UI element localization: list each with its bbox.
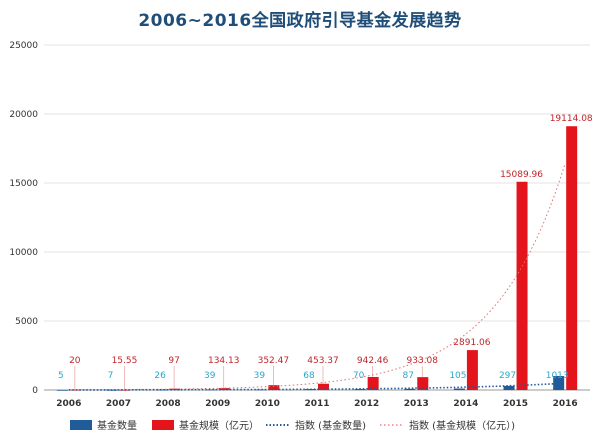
y-tick-label: 5000 <box>15 317 38 327</box>
scale-bar <box>318 383 329 390</box>
scale-bar <box>417 377 429 390</box>
scale-data-label: 352.47 <box>258 356 290 366</box>
count-bar <box>503 385 515 390</box>
scale-data-label: 15089.96 <box>500 170 543 180</box>
count-data-label: 297 <box>499 371 516 381</box>
legend-swatch-count <box>70 420 92 430</box>
scale-bar <box>466 350 478 390</box>
legend-label-scale: 基金规模（亿元） <box>179 419 259 432</box>
legend-label-count-trend: 指数 (基金数量) <box>295 419 366 432</box>
count-data-label: 1013 <box>546 371 569 381</box>
y-tick-label: 20000 <box>9 110 38 120</box>
count-bar <box>156 389 168 391</box>
count-data-label: 70 <box>353 371 365 381</box>
x-tick-label: 2015 <box>503 399 528 409</box>
scale-bar <box>516 181 528 390</box>
count-bar <box>255 389 267 391</box>
scale-data-label: 15.55 <box>112 356 138 366</box>
y-tick-label: 10000 <box>9 248 38 258</box>
scale-data-label: 933.08 <box>407 356 439 366</box>
y-tick-label: 25000 <box>9 41 38 51</box>
count-data-label: 26 <box>154 371 166 381</box>
x-tick-label: 2008 <box>156 399 181 409</box>
count-data-label: 68 <box>303 371 315 381</box>
scale-bar <box>566 126 578 390</box>
count-data-label: 7 <box>108 371 114 381</box>
count-data-label: 39 <box>254 371 266 381</box>
scale-data-label: 453.37 <box>307 356 339 366</box>
count-bar <box>56 389 68 391</box>
x-tick-label: 2006 <box>56 399 81 409</box>
count-data-label: 105 <box>449 371 466 381</box>
scale-data-label: 19114.08 <box>550 114 593 124</box>
x-tick-label: 2013 <box>404 399 429 409</box>
x-tick-label: 2011 <box>304 399 329 409</box>
x-tick-label: 2010 <box>255 399 280 409</box>
scale-trendline <box>68 163 566 391</box>
count-data-label: 87 <box>403 371 414 381</box>
legend-swatch-scale <box>152 420 174 430</box>
y-tick-label: 15000 <box>9 179 38 189</box>
count-bar <box>453 388 465 390</box>
scale-data-label: 2891.06 <box>453 338 490 348</box>
scale-bar <box>69 389 81 391</box>
y-tick-label: 0 <box>32 386 38 396</box>
count-data-label: 5 <box>58 371 64 381</box>
scale-bar <box>367 376 379 390</box>
count-bar <box>205 389 217 391</box>
scale-data-label: 134.13 <box>208 356 240 366</box>
chart-title: 2006~2016全国政府引导基金发展趋势 <box>138 11 462 31</box>
count-bar <box>404 388 416 390</box>
count-trendline <box>68 382 566 391</box>
x-tick-label: 2012 <box>354 399 379 409</box>
legend-label-scale-trend: 指数 (基金规模（亿元）) <box>409 419 515 432</box>
scale-data-label: 942.46 <box>357 356 389 366</box>
scale-data-label: 20 <box>69 356 81 366</box>
x-tick-label: 2009 <box>205 399 230 409</box>
legend-label-count: 基金数量 <box>97 419 137 432</box>
scale-data-label: 97 <box>168 356 179 366</box>
count-data-label: 39 <box>204 371 216 381</box>
x-tick-label: 2007 <box>106 399 131 409</box>
x-tick-label: 2014 <box>453 399 478 409</box>
x-tick-label: 2016 <box>553 399 578 409</box>
scale-bar <box>268 385 280 390</box>
